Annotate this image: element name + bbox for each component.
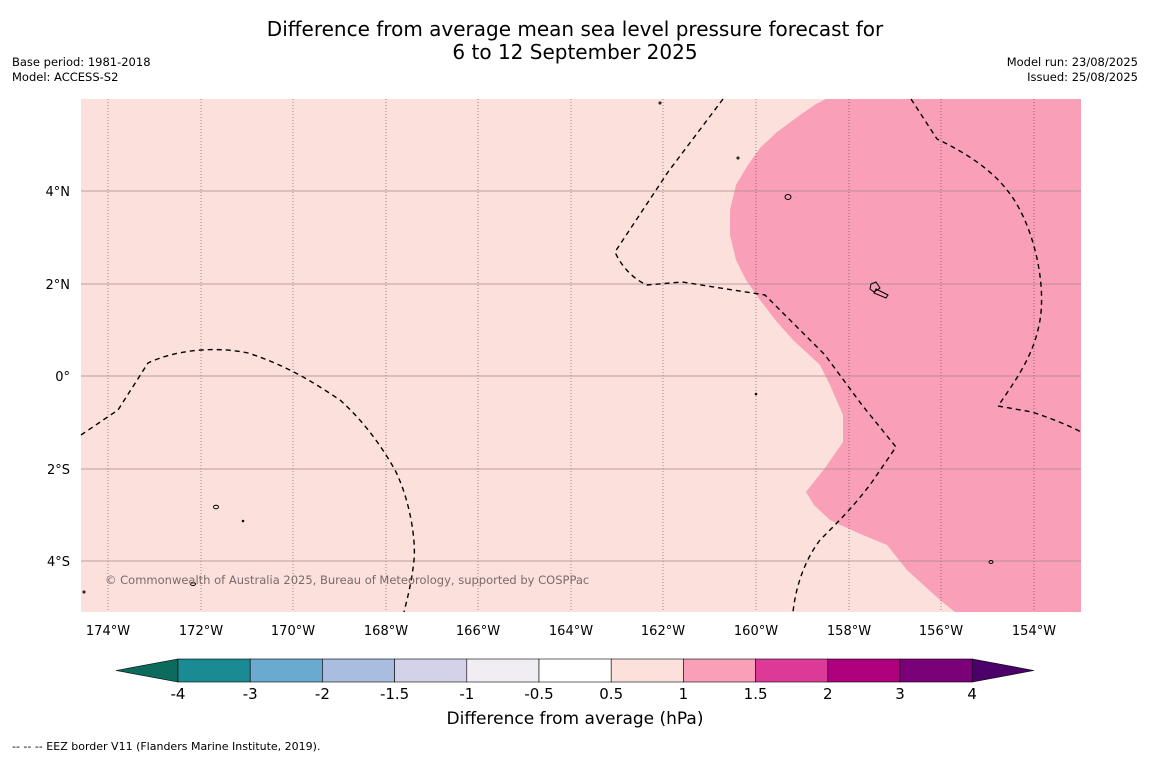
issued-text: Issued: 25/08/2025 bbox=[1027, 70, 1138, 84]
colorbar-segment bbox=[899, 658, 973, 683]
colorbar-segment bbox=[755, 658, 829, 683]
model-text: Model: ACCESS-S2 bbox=[12, 70, 119, 84]
colorbar-tick-label: 0.5 bbox=[599, 685, 623, 700]
copyright-text: © Commonwealth of Australia 2025, Bureau… bbox=[105, 573, 589, 587]
chart-title: Difference from average mean sea level p… bbox=[0, 18, 1150, 64]
colorbar-segment bbox=[177, 658, 251, 683]
colorbar-tick-label: -2 bbox=[315, 685, 330, 700]
colorbar-segment bbox=[538, 658, 612, 683]
base-period-text: Base period: 1981-2018 bbox=[12, 55, 151, 69]
eez-legend-text: -- -- -- EEZ border V11 (Flanders Marine… bbox=[12, 740, 321, 753]
colorbar-segment bbox=[394, 658, 468, 683]
parallels bbox=[81, 190, 1081, 562]
x-tick-label: 162°W bbox=[641, 624, 685, 639]
x-tick-label: 168°W bbox=[364, 624, 408, 639]
y-tick-label: 0° bbox=[55, 370, 70, 385]
x-tick-label: 164°W bbox=[549, 624, 593, 639]
colorbar-segment bbox=[683, 658, 756, 683]
meta-left: Base period: 1981-2018 Model: ACCESS-S2 bbox=[12, 55, 151, 85]
title-line-1: Difference from average mean sea level p… bbox=[266, 17, 884, 41]
anomaly-region bbox=[730, 99, 1081, 612]
colorbar-segment bbox=[322, 658, 395, 683]
y-tick-label: 4°S bbox=[47, 555, 70, 570]
colorbar-over-extension bbox=[971, 658, 1035, 683]
x-tick-label: 170°W bbox=[271, 624, 315, 639]
colorbar-tick-label: -4 bbox=[171, 685, 186, 700]
colorbar-tick-label: 1.5 bbox=[744, 685, 768, 700]
eez-borders bbox=[80, 98, 1082, 613]
colorbar-tick-label: -0.5 bbox=[524, 685, 553, 700]
colorbar-tick-label: 3 bbox=[895, 685, 905, 700]
colorbar-tick-label: -3 bbox=[243, 685, 258, 700]
x-tick-label: 174°W bbox=[86, 624, 130, 639]
x-tick-labels: 174°W 172°W 170°W 168°W 166°W 164°W 162°… bbox=[86, 624, 1056, 639]
x-tick-label: 158°W bbox=[827, 624, 871, 639]
title-line-2: 6 to 12 September 2025 bbox=[452, 40, 698, 64]
map-panel bbox=[80, 98, 1082, 613]
x-tick-label: 156°W bbox=[919, 624, 963, 639]
colorbar-segment bbox=[827, 658, 901, 683]
colorbar-segment bbox=[610, 658, 684, 683]
y-tick-label: 2°N bbox=[46, 278, 71, 293]
map-figure: 174°W 172°W 170°W 168°W 166°W 164°W 162°… bbox=[46, 98, 1082, 700]
colorbar-tick-label: 2 bbox=[823, 685, 833, 700]
colorbar-tick-label: 4 bbox=[967, 685, 977, 700]
x-tick-label: 154°W bbox=[1012, 624, 1056, 639]
colorbar-under-extension bbox=[115, 658, 179, 683]
islands bbox=[82, 101, 994, 594]
model-run-text: Model run: 23/08/2025 bbox=[1006, 55, 1138, 69]
y-tick-labels: 4°N 2°N 0° 2°S 4°S bbox=[46, 185, 71, 570]
x-tick-label: 172°W bbox=[179, 624, 223, 639]
colorbar-label: Difference from average (hPa) bbox=[446, 709, 704, 729]
x-tick-label: 166°W bbox=[456, 624, 500, 639]
colorbar-tick-label: -1 bbox=[459, 685, 474, 700]
x-tick-label: 160°W bbox=[734, 624, 778, 639]
y-tick-label: 4°N bbox=[46, 185, 71, 200]
colorbar-tick-label: -1.5 bbox=[380, 685, 409, 700]
colorbar-segment bbox=[249, 658, 323, 683]
colorbar-tick-label: 1 bbox=[679, 685, 689, 700]
colorbar-segment bbox=[466, 658, 540, 683]
meta-right: Model run: 23/08/2025 Issued: 25/08/2025 bbox=[1007, 55, 1138, 85]
y-tick-label: 2°S bbox=[47, 463, 70, 478]
colorbar: -4 -3 -2 -1.5 -1 -0.5 0.5 1 1.5 2 3 4 bbox=[115, 658, 1035, 700]
